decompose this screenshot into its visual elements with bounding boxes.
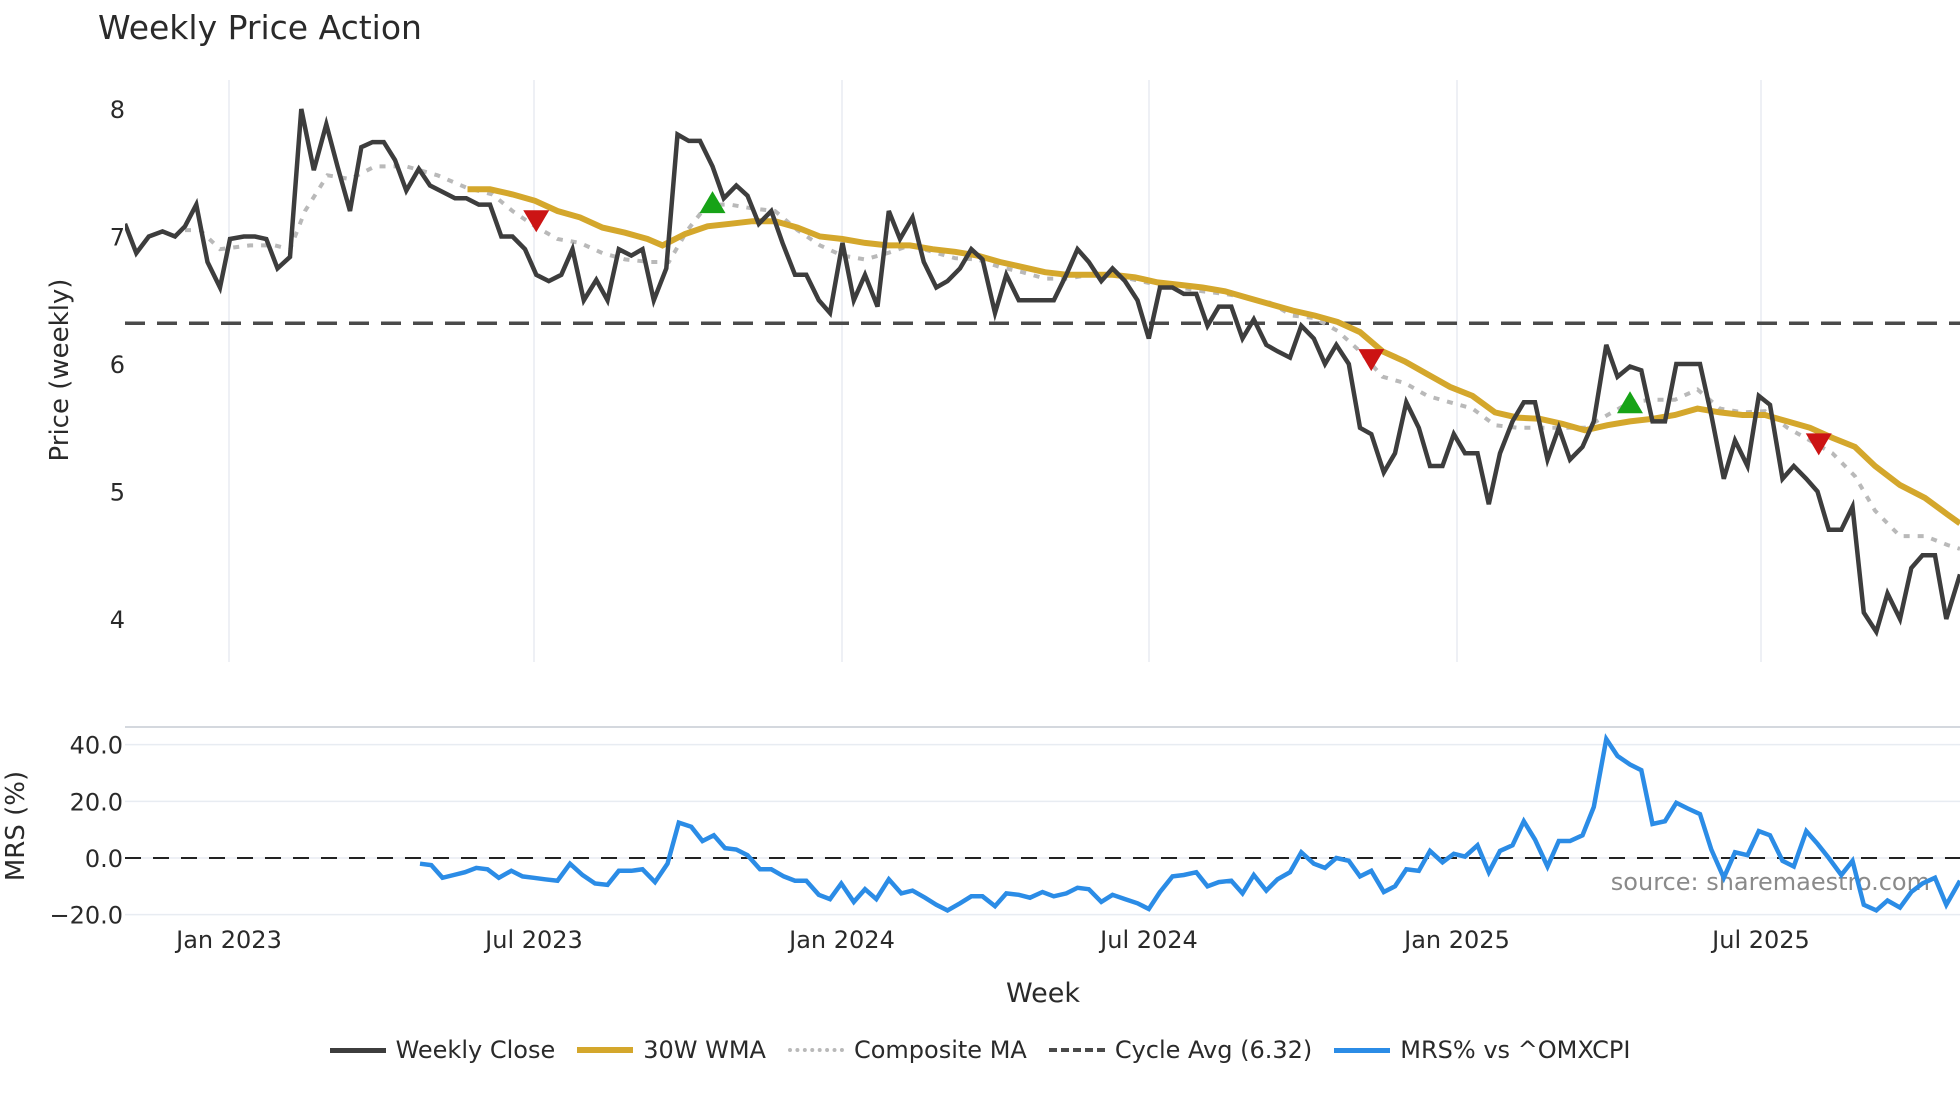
- x-tick-label: Jan 2024: [787, 926, 895, 954]
- sell-signal-down-triangle-icon: [523, 210, 550, 233]
- legend-label: MRS% vs ^OMXCPI: [1400, 1036, 1631, 1064]
- legend-item-weekly-close[interactable]: Weekly Close: [329, 1036, 556, 1064]
- legend-swatch-weekly-close: [329, 1047, 386, 1053]
- legend-swatch-mrs: [1334, 1047, 1391, 1053]
- price-y-axis-label: Price (weekly): [45, 279, 75, 462]
- mrs-tick-label: 0.0: [85, 845, 123, 873]
- source-watermark: source: sharemaestro.com: [1611, 868, 1930, 896]
- mrs-y-axis-label: MRS (%): [1, 771, 31, 881]
- buy-signal-up-triangle-icon: [699, 191, 726, 214]
- legend-label: Weekly Close: [395, 1036, 556, 1064]
- legend-item-30w-wma[interactable]: 30W WMA: [577, 1036, 766, 1064]
- series-30w-wma: [467, 186, 1960, 526]
- mrs-tick-label: 40.0: [70, 732, 123, 760]
- x-tick-label: Jan 2023: [174, 926, 282, 954]
- legend-label: 30W WMA: [643, 1036, 766, 1064]
- legend: Weekly Close 30W WMA Composite MA Cycle …: [0, 1036, 1960, 1064]
- x-tick-label: Jul 2023: [483, 926, 583, 954]
- legend-swatch-30w-wma: [577, 1047, 634, 1053]
- mrs-tick-label: −20.0: [49, 902, 123, 930]
- sell-signal-down-triangle-icon: [1805, 433, 1832, 456]
- price-tick-label: 7: [110, 224, 125, 252]
- legend-swatch-composite-ma: [787, 1048, 844, 1052]
- legend-label: Cycle Avg (6.32): [1114, 1036, 1313, 1064]
- series-composite-ma: [185, 164, 1960, 551]
- mrs-tick-label: 20.0: [70, 788, 123, 816]
- sell-signal-down-triangle-icon: [1358, 349, 1385, 372]
- buy-signal-up-triangle-icon: [1617, 391, 1643, 414]
- price-tick-label: 4: [110, 606, 125, 634]
- legend-item-cycle-avg[interactable]: Cycle Avg (6.32): [1048, 1036, 1313, 1064]
- legend-item-composite-ma[interactable]: Composite MA: [787, 1036, 1027, 1064]
- x-tick-label: Jul 2025: [1710, 926, 1810, 954]
- x-tick-label: Jan 2025: [1402, 926, 1510, 954]
- legend-swatch-cycle-avg: [1048, 1048, 1105, 1052]
- price-tick-label: 5: [110, 479, 125, 507]
- price-series-group: [125, 108, 1960, 638]
- price-tick-label: 6: [110, 351, 125, 379]
- x-axis-label: Week: [1006, 978, 1080, 1009]
- legend-item-mrs[interactable]: MRS% vs ^OMXCPI: [1334, 1036, 1630, 1064]
- price-tick-label: 8: [110, 96, 125, 124]
- chart-title: Weekly Price Action: [98, 8, 422, 47]
- series-weekly-close: [125, 108, 1960, 638]
- series-mrs: [419, 733, 1960, 914]
- x-tick-label: Jul 2024: [1098, 926, 1198, 954]
- legend-label: Composite MA: [853, 1036, 1027, 1064]
